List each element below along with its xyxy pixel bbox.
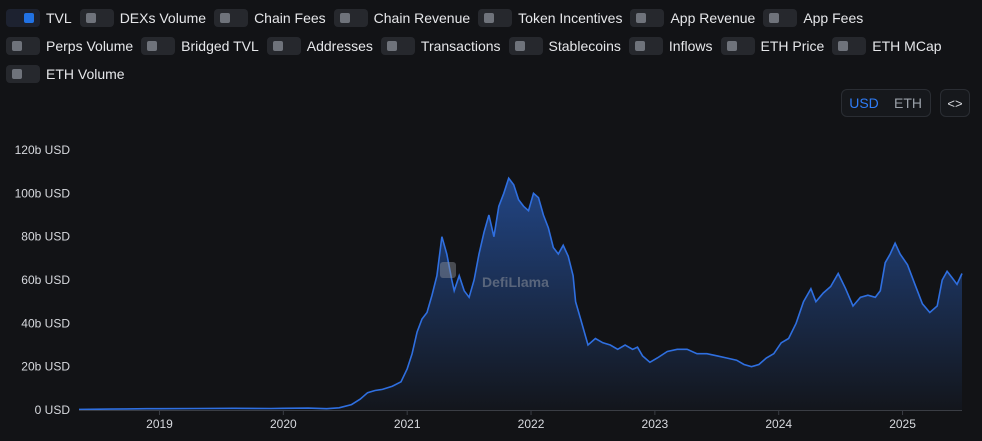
toggle-knob [634, 41, 645, 51]
x-tick-label: 2025 [889, 417, 916, 431]
metric-toggle-perps-volume[interactable]: Perps Volume [6, 37, 133, 55]
toggle-label: Inflows [668, 38, 713, 54]
toggle-label: Chain Fees [254, 10, 326, 26]
toggle-label: ETH Volume [46, 66, 125, 82]
toggle-knob [514, 41, 525, 51]
watermark: DefiLlama [440, 262, 549, 290]
toggle-knob [12, 69, 22, 79]
toggle-knob [12, 41, 22, 51]
toggle-row: TVL DEXs Volume Chain Fees Chain Revenue Tok… [6, 4, 976, 32]
metric-toggle-chain-fees[interactable]: Chain Fees [214, 9, 326, 27]
unit-usd-button[interactable]: USD [849, 95, 879, 111]
toggle-label: TVL [46, 10, 72, 26]
y-tick-label: 100b USD [15, 186, 71, 200]
toggle-switch[interactable] [266, 37, 301, 55]
y-tick-label: 40b USD [21, 316, 70, 330]
toggle-switch[interactable] [508, 37, 543, 55]
y-axis: 0 USD 20b USD 40b USD 60b USD 80b USD 100b US… [15, 143, 71, 417]
toggle-label: Token Incentives [518, 10, 623, 26]
y-tick-label: 120b USD [15, 143, 71, 157]
toggle-knob [769, 13, 780, 23]
y-tick-label: 20b USD [21, 360, 70, 374]
metric-toggles: TVL DEXs Volume Chain Fees Chain Revenue Tok… [6, 4, 976, 88]
toggle-row: ETH Volume [6, 60, 976, 88]
toggle-label: ETH MCap [872, 38, 942, 54]
y-tick-label: 0 USD [35, 403, 71, 417]
toggle-label: Stablecoins [548, 38, 621, 54]
toggle-switch[interactable] [763, 9, 798, 27]
metric-toggle-stablecoins[interactable]: Stablecoins [508, 37, 621, 55]
x-tick-label: 2020 [270, 417, 297, 431]
metric-toggle-eth-mcap[interactable]: ETH MCap [832, 37, 942, 55]
metric-toggle-eth-price[interactable]: ETH Price [720, 37, 825, 55]
watermark-text: DefiLlama [482, 274, 549, 290]
toggle-label: Chain Revenue [373, 10, 471, 26]
metric-toggle-inflows[interactable]: Inflows [628, 37, 713, 55]
x-tick-label: 2021 [394, 417, 421, 431]
x-tick-label: 2019 [146, 417, 173, 431]
toggle-switch[interactable] [478, 9, 513, 27]
toggle-row: Perps Volume Bridged TVL Addresses Transact… [6, 32, 976, 60]
toggle-knob [220, 13, 231, 23]
toggle-knob [838, 41, 849, 51]
toggle-knob [726, 41, 737, 51]
toggle-switch[interactable] [333, 9, 368, 27]
toggle-label: ETH Price [760, 38, 825, 54]
toggle-switch[interactable] [628, 37, 663, 55]
unit-toggle-group: USD ETH [841, 89, 931, 117]
y-tick-label: 80b USD [21, 230, 70, 244]
x-tick-label: 2023 [642, 417, 669, 431]
metric-toggle-tvl[interactable]: TVL [6, 9, 72, 27]
toggle-switch[interactable] [6, 9, 40, 27]
toggle-label: Bridged TVL [181, 38, 259, 54]
metric-toggle-bridged-tvl[interactable]: Bridged TVL [141, 37, 259, 55]
toggle-knob [24, 13, 34, 23]
metric-toggle-chain-revenue[interactable]: Chain Revenue [333, 9, 471, 27]
metric-toggle-app-revenue[interactable]: App Revenue [630, 9, 755, 27]
toggle-label: Addresses [306, 38, 373, 54]
tvl-line [78, 176, 963, 411]
toggle-switch[interactable] [6, 65, 40, 83]
metric-toggle-dexs-volume[interactable]: DEXs Volume [79, 9, 207, 27]
x-axis: 2019 2020 2021 2022 2023 2024 2025 [146, 410, 916, 431]
toggle-switch[interactable] [214, 9, 249, 27]
toggle-label: Perps Volume [46, 38, 134, 54]
toggle-knob [147, 41, 158, 51]
toggle-switch[interactable] [6, 37, 40, 55]
metric-toggle-addresses[interactable]: Addresses [266, 37, 373, 55]
toggle-knob [85, 13, 96, 23]
tvl-area [79, 178, 962, 410]
y-tick-label: 60b USD [21, 273, 70, 287]
metric-toggle-eth-volume[interactable]: ETH Volume [6, 65, 125, 83]
toggle-label: App Fees [803, 10, 864, 26]
x-tick-label: 2024 [765, 417, 792, 431]
toggle-switch[interactable] [141, 37, 176, 55]
code-icon: <> [947, 95, 963, 111]
toggle-switch[interactable] [832, 37, 867, 55]
toggle-label: DEXs Volume [119, 10, 207, 26]
toggle-knob [636, 13, 647, 23]
toggle-switch[interactable] [380, 37, 415, 55]
toggle-switch[interactable] [630, 9, 665, 27]
toggle-knob [272, 41, 283, 51]
toggle-knob [484, 13, 495, 23]
toggle-knob [386, 41, 397, 51]
x-tick-label: 2022 [518, 417, 545, 431]
unit-eth-button[interactable]: ETH [894, 95, 922, 111]
metric-toggle-transactions[interactable]: Transactions [380, 37, 501, 55]
toggle-switch[interactable] [720, 37, 755, 55]
toggle-switch[interactable] [79, 9, 114, 27]
toggle-label: App Revenue [670, 10, 756, 26]
toggle-label: Transactions [420, 38, 501, 54]
metric-toggle-token-incentives[interactable]: Token Incentives [478, 9, 622, 27]
metric-toggle-app-fees[interactable]: App Fees [763, 9, 863, 27]
defillama-logo-icon [440, 262, 456, 278]
embed-code-button[interactable]: <> [940, 89, 970, 117]
toggle-knob [339, 13, 350, 23]
